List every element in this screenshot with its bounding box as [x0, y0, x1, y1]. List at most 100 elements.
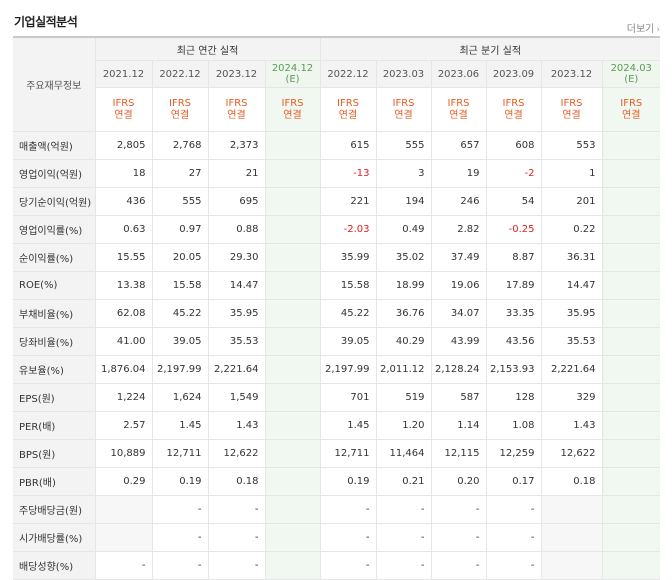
table-cell	[95, 495, 153, 524]
table-cell: 0.97	[152, 215, 209, 244]
basis-consolidated-label: 연결	[170, 109, 190, 121]
table-cell: 2.57	[95, 411, 153, 440]
table-cell: -2	[486, 159, 542, 188]
table-cell: 2,373	[208, 131, 266, 160]
table-cell: 43.99	[431, 327, 487, 356]
table-cell	[265, 411, 321, 440]
table-cell	[265, 551, 321, 580]
basis-cell: IFRS 연결	[431, 87, 487, 132]
table-row: 시가배당률(%) - - - - - -	[13, 523, 660, 552]
basis-cell: IFRS 연결	[376, 87, 432, 132]
basis-ifrs-label: IFRS	[502, 97, 525, 109]
table-cell	[602, 383, 660, 412]
table-row: EPS(원) 1,224 1,624 1,549 701 519 587 128 329	[13, 383, 660, 412]
table-cell	[265, 439, 321, 468]
basis-row: IFRS 연결 IFRS 연결 IFRS 연결 IFRS 연결 IFRS 연결 IFRS 연결 IFRS…	[13, 87, 660, 132]
table-cell: 0.49	[376, 215, 432, 244]
table-cell	[265, 495, 321, 524]
table-cell: 1.45	[152, 411, 209, 440]
row-label: ROE(%)	[13, 271, 96, 300]
annual-period-1: 2022.12	[152, 60, 209, 88]
table-cell: -	[486, 551, 542, 580]
table-cell: 12,711	[320, 439, 377, 468]
table-row: PER(배) 2.57 1.45 1.43 1.45 1.20 1.14 1.08 1.43	[13, 411, 660, 440]
row-label: 부채비율(%)	[13, 299, 96, 328]
row-label: 영업이익률(%)	[13, 215, 96, 244]
table-cell: 54	[486, 187, 542, 216]
table-cell: 12,259	[486, 439, 542, 468]
table-cell: -	[486, 495, 542, 524]
table-cell	[265, 187, 321, 216]
basis-cell: IFRS 연결	[152, 87, 209, 132]
table-cell: 608	[486, 131, 542, 160]
table-cell: -	[208, 551, 266, 580]
basis-cell: IFRS 연결	[541, 87, 603, 132]
table-row: 당기순이익(억원) 436 555 695 221 194 246 54 201	[13, 187, 660, 216]
table-cell: 12,622	[541, 439, 603, 468]
table-cell: 1.43	[541, 411, 603, 440]
table-cell: 201	[541, 187, 603, 216]
basis-ifrs-label: IFRS	[392, 97, 415, 109]
basis-ifrs-label: IFRS	[281, 97, 304, 109]
table-cell: 8.87	[486, 243, 542, 272]
table-cell	[265, 159, 321, 188]
quarter-group-header: 최근 분기 실적	[320, 38, 660, 61]
section-title: 기업실적분석	[14, 15, 78, 29]
table-cell: -	[208, 495, 266, 524]
table-cell	[602, 495, 660, 524]
table-row: 주당배당금(원) - - - - - -	[13, 495, 660, 524]
more-link[interactable]: 더보기 ›	[627, 20, 660, 35]
basis-ifrs-label: IFRS	[169, 97, 191, 109]
table-cell: 18.99	[376, 271, 432, 300]
table-cell: 35.53	[541, 327, 603, 356]
basis-ifrs-label: IFRS	[560, 97, 583, 109]
table-cell: 10,889	[95, 439, 153, 468]
table-cell: -	[376, 551, 432, 580]
table-cell	[265, 271, 321, 300]
table-body: 매출액(억원) 2,805 2,768 2,373 615 555 657 608 553 영업이…	[13, 131, 660, 580]
table-cell	[265, 131, 321, 160]
table-cell: 1.45	[320, 411, 377, 440]
table-cell: 3	[376, 159, 432, 188]
table-cell	[265, 355, 321, 384]
table-cell	[541, 523, 603, 552]
table-cell	[602, 551, 660, 580]
table-cell: 587	[431, 383, 487, 412]
table-cell	[602, 355, 660, 384]
table-cell: -	[431, 551, 487, 580]
table-cell: 194	[376, 187, 432, 216]
table-cell: 27	[152, 159, 209, 188]
table-cell: 17.89	[486, 271, 542, 300]
table-cell: 40.29	[376, 327, 432, 356]
table-cell	[265, 523, 321, 552]
more-label: 더보기	[626, 24, 655, 35]
table-cell: -	[95, 551, 153, 580]
basis-ifrs-label: IFRS	[447, 97, 470, 109]
table-cell: 13.38	[95, 271, 153, 300]
table-cell: 701	[320, 383, 377, 412]
quarter-period-2: 2023.06	[431, 60, 487, 88]
table-cell: 0.19	[152, 467, 209, 496]
table-cell: 695	[208, 187, 266, 216]
quarter-period-1: 2023.03	[376, 60, 432, 88]
table-cell: 0.21	[376, 467, 432, 496]
row-label: BPS(원)	[13, 439, 96, 468]
table-cell: 36.31	[541, 243, 603, 272]
table-cell: -	[431, 495, 487, 524]
table-cell: 15.55	[95, 243, 153, 272]
table-cell	[602, 187, 660, 216]
table-cell: 2,153.93	[486, 355, 542, 384]
table-cell: 2,011.12	[376, 355, 432, 384]
table-cell: 15.58	[152, 271, 209, 300]
table-cell	[602, 215, 660, 244]
basis-consolidated-label: 연결	[114, 109, 133, 121]
basis-consolidated-label: 연결	[449, 109, 468, 121]
table-cell	[602, 327, 660, 356]
table-cell: 29.30	[208, 243, 266, 272]
table-cell: 45.22	[320, 299, 377, 328]
row-label: 주당배당금(원)	[13, 495, 96, 524]
table-cell: 11,464	[376, 439, 432, 468]
table-cell: 657	[431, 131, 487, 160]
table-cell: 41.00	[95, 327, 153, 356]
table-row: 당좌비율(%) 41.00 39.05 35.53 39.05 40.29 43.99 43.…	[13, 327, 660, 356]
